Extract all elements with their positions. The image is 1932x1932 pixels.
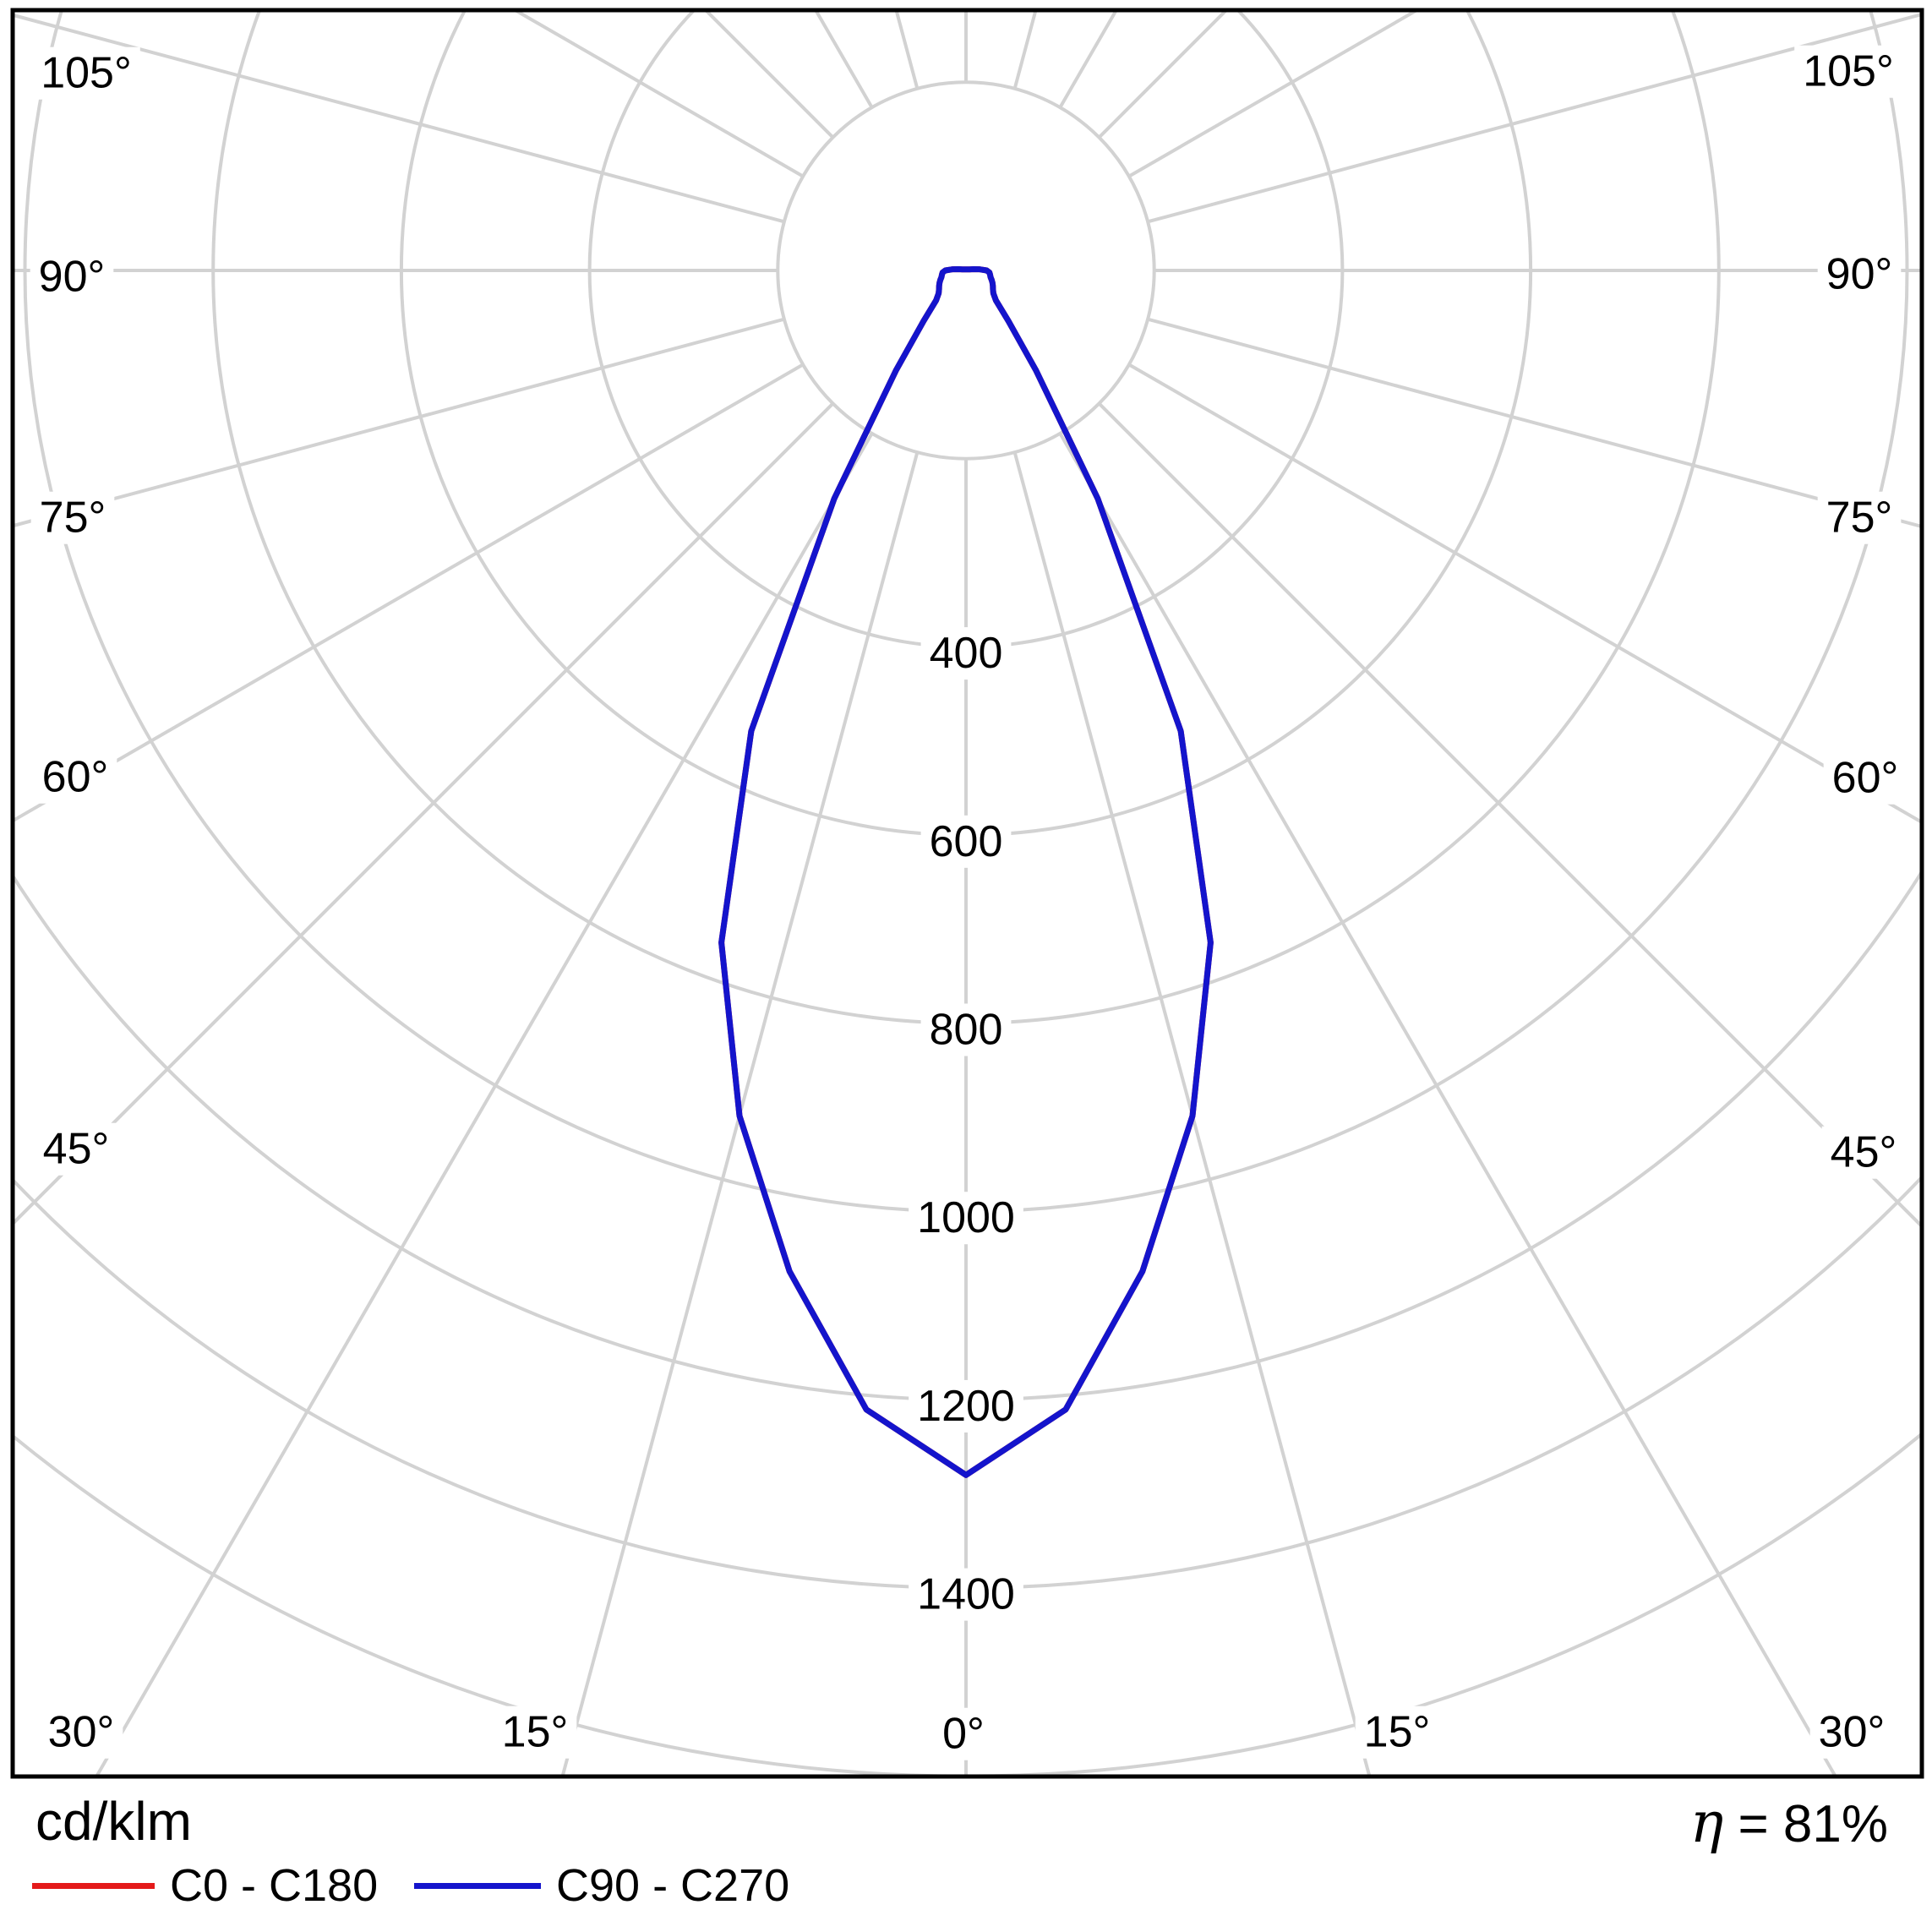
angle-label-R75: 75° bbox=[1826, 494, 1893, 543]
radial-label-1400: 1400 bbox=[917, 1570, 1015, 1619]
angle-label-L90: 90° bbox=[39, 253, 106, 302]
angle-label-R45: 45° bbox=[1831, 1128, 1897, 1177]
angle-label-L45-bg bbox=[34, 1122, 118, 1176]
angle-label-R45-bg bbox=[1821, 1126, 1906, 1179]
legend-label-c0-c180: C0 - C180 bbox=[170, 1860, 379, 1911]
angle-label-R105: 105° bbox=[1803, 47, 1894, 96]
angle-label-B30R: 30° bbox=[1819, 1708, 1886, 1757]
angle-label-R75-bg bbox=[1817, 491, 1902, 544]
angle-label-R90: 90° bbox=[1826, 250, 1893, 299]
grid-ray-15 bbox=[1012, 451, 1372, 1776]
units-label: cd/klm bbox=[35, 1791, 192, 1852]
plot-frame bbox=[10, 8, 1924, 1779]
radial-label-400-bg bbox=[920, 627, 1012, 680]
angle-label-R60-bg bbox=[1823, 751, 1907, 805]
grid-ray-105 bbox=[1147, 12, 1922, 224]
angle-label-L105: 105° bbox=[41, 49, 132, 98]
efficiency-label: η = 81% bbox=[1690, 1790, 1888, 1855]
angle-label-L105-bg bbox=[32, 46, 140, 100]
angle-label-B30L: 30° bbox=[48, 1708, 115, 1757]
curve-c90-c270 bbox=[718, 266, 1214, 1478]
angle-label-L60-bg bbox=[33, 750, 117, 804]
radial-label-1400-bg bbox=[909, 1568, 1023, 1621]
angle-label-B15R-bg bbox=[1355, 1706, 1439, 1759]
angle-label-L45: 45° bbox=[43, 1125, 110, 1174]
radial-label-400: 400 bbox=[930, 629, 1003, 678]
grid-ray-60 bbox=[1127, 363, 1922, 825]
radial-label-600: 600 bbox=[930, 817, 1003, 866]
angle-label-L75-bg bbox=[30, 491, 115, 544]
angle-label-B30L-bg bbox=[39, 1706, 123, 1759]
radial-label-1200-bg bbox=[909, 1379, 1023, 1433]
legend-item-c90-c270: C90 - C270 bbox=[414, 1856, 789, 1915]
angle-label-L75: 75° bbox=[40, 494, 106, 543]
grid-ray-315 bbox=[13, 402, 834, 1226]
legend-label-c90-c270: C90 - C270 bbox=[556, 1860, 790, 1911]
grid-ray-300 bbox=[13, 363, 805, 823]
grid-ray-345 bbox=[560, 451, 920, 1776]
grid-ray-30 bbox=[1058, 432, 1838, 1776]
angle-label-L90-bg bbox=[30, 250, 114, 303]
legend-swatch-c90-c270 bbox=[414, 1882, 541, 1889]
curves bbox=[718, 266, 1214, 1478]
grid-ray-75 bbox=[1147, 317, 1922, 529]
plot-labels: 400 600 800 1000 1200 1400 105° 90° 75° 60° 45° 30°… bbox=[30, 45, 1907, 1760]
grid-ray-195 bbox=[894, 10, 920, 90]
angle-label-B15R: 15° bbox=[1364, 1708, 1431, 1757]
radial-label-600-bg bbox=[920, 815, 1012, 868]
angle-label-B15L-bg bbox=[493, 1706, 577, 1759]
angle-label-B0-bg bbox=[934, 1707, 993, 1760]
grid-ray-165 bbox=[1012, 10, 1038, 90]
angle-label-B0: 0° bbox=[942, 1710, 985, 1759]
grid-ray-45 bbox=[1098, 402, 1922, 1229]
radial-label-1000: 1000 bbox=[917, 1193, 1015, 1242]
radial-label-800-bg bbox=[920, 1003, 1012, 1056]
angle-label-B30R-bg bbox=[1809, 1706, 1894, 1759]
legend: C0 - C180 C90 - C270 bbox=[0, 1856, 1932, 1915]
angle-label-L60: 60° bbox=[42, 753, 109, 802]
radial-label-800: 800 bbox=[930, 1006, 1003, 1055]
grid-ray-285 bbox=[13, 317, 785, 528]
radial-label-1000-bg bbox=[909, 1192, 1023, 1245]
legend-swatch-c0-c180 bbox=[32, 1882, 155, 1889]
eta-symbol: η bbox=[1689, 1790, 1724, 1855]
legend-item-c0-c180: C0 - C180 bbox=[32, 1856, 378, 1915]
eta-value: = 81% bbox=[1738, 1795, 1888, 1853]
angle-label-R60: 60° bbox=[1832, 754, 1899, 803]
radial-label-1200: 1200 bbox=[917, 1382, 1015, 1431]
angle-label-R105-bg bbox=[1794, 45, 1902, 98]
grid-ray-255 bbox=[13, 13, 785, 224]
angle-label-B15L: 15° bbox=[502, 1708, 569, 1757]
angle-label-R90-bg bbox=[1817, 248, 1902, 301]
grid-ray-330 bbox=[94, 432, 874, 1776]
